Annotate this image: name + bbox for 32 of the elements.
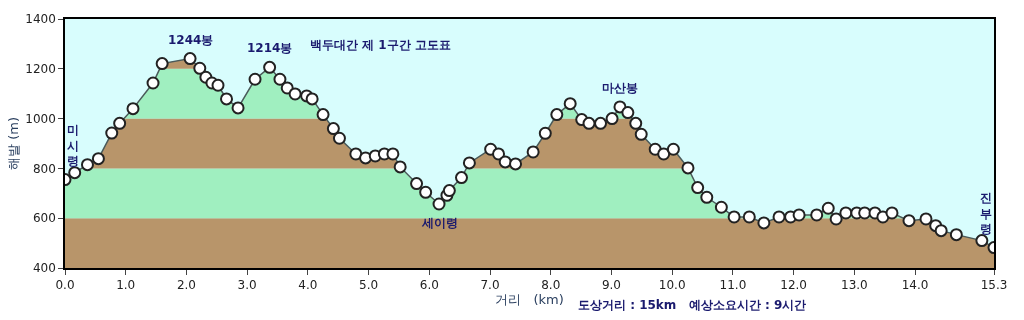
x-tick-label: 15.3 <box>980 278 1008 293</box>
x-tick-label: 1.0 <box>116 278 136 293</box>
x-tick-label: 6.0 <box>419 278 439 293</box>
annotation: 미시령 <box>67 123 79 169</box>
x-tick-label: 5.0 <box>359 278 379 293</box>
y-tick-label: 800 <box>32 161 56 176</box>
x-tick-label: 9.0 <box>601 278 622 293</box>
x-tick-label: 11.0 <box>719 278 747 293</box>
annotation: 진부령 <box>980 191 992 237</box>
x-tick-label: 3.0 <box>237 278 257 293</box>
annotation: 마산봉 <box>602 81 638 95</box>
x-tick-label: 13.0 <box>840 278 868 293</box>
annotation: 1244봉 <box>168 33 214 47</box>
y-axis-title: 해발 (m) <box>5 117 21 170</box>
x-tick-label: 8.0 <box>541 278 561 293</box>
y-tick-label: 400 <box>32 261 56 276</box>
x-tick-label: 7.0 <box>480 278 500 293</box>
x-tick-label: 0.0 <box>55 278 75 293</box>
text: 도상거리 : 15km 예상소요시간 : 9시간 <box>578 298 807 312</box>
annotation: 1214봉 <box>247 41 293 55</box>
text: 백두대간 제 1구간 고도표 <box>310 38 451 52</box>
x-tick-label: 10.0 <box>658 278 686 293</box>
x-tick-label: 12.0 <box>780 278 807 293</box>
x-axis-title: 거리 (km) <box>495 292 564 308</box>
y-tick-label: 1400 <box>25 12 56 27</box>
annotation: 세이령 <box>421 216 458 230</box>
y-tick-label: 1200 <box>25 62 56 76</box>
x-tick-label: 4.0 <box>298 278 318 293</box>
x-tick-label: 14.0 <box>901 278 929 293</box>
y-tick-label: 600 <box>32 211 56 226</box>
x-tick-label: 2.0 <box>176 278 196 293</box>
y-tick-label: 1000 <box>25 111 56 126</box>
